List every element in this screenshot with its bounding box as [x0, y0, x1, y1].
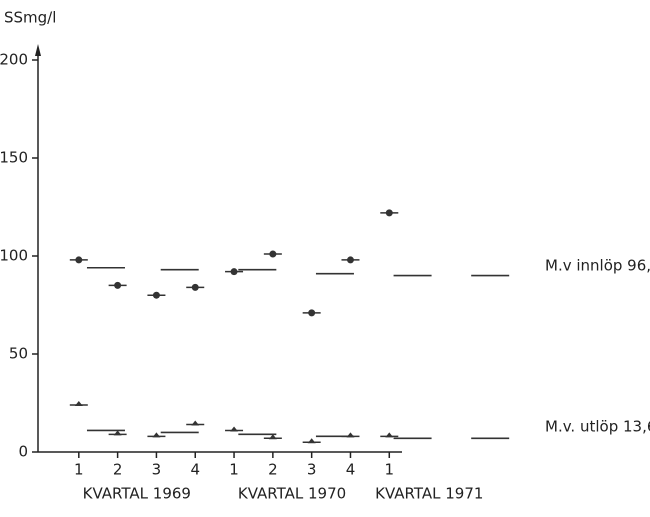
point-marker: [191, 420, 200, 426]
point: [69, 256, 88, 264]
x-tick-label: 2: [113, 461, 123, 479]
point: [302, 309, 321, 317]
x-tick-label: 3: [152, 461, 162, 479]
point: [263, 250, 282, 258]
y-tick-label: 200: [0, 51, 28, 69]
point: [108, 281, 127, 289]
annotation: M.v. utlöp 13,6: [545, 418, 650, 436]
point: [147, 291, 166, 299]
point: [263, 434, 282, 440]
point: [380, 209, 399, 217]
point: [380, 432, 399, 438]
point-marker: [308, 309, 316, 317]
point: [186, 420, 205, 426]
y-axis-arrow: [35, 44, 41, 56]
y-tick-label: 150: [0, 149, 28, 167]
y-tick-label: 0: [18, 443, 28, 461]
point-marker: [113, 430, 122, 436]
point-marker: [307, 438, 316, 444]
point-marker: [75, 256, 83, 264]
point-marker: [269, 250, 277, 258]
point: [186, 283, 205, 291]
point-marker: [230, 426, 239, 432]
point-marker: [346, 256, 354, 264]
point-marker: [152, 432, 161, 438]
point-marker: [385, 432, 394, 438]
point: [108, 430, 127, 436]
point-marker: [385, 209, 393, 217]
point: [225, 268, 244, 276]
x-tick-label: 2: [268, 461, 278, 479]
point: [341, 256, 360, 264]
y-tick-label: 50: [9, 345, 28, 363]
x-tick-label: 4: [190, 461, 200, 479]
x-tick-label: 1: [385, 461, 395, 479]
group-label: KVARTAL 1970: [238, 485, 346, 503]
point-marker: [230, 268, 238, 276]
group-label: KVARTAL 1969: [83, 485, 191, 503]
x-tick-label: 1: [229, 461, 239, 479]
annotation: M.v innlöp 96,2: [545, 257, 650, 275]
group-label: KVARTAL 1971: [375, 485, 483, 503]
x-tick-label: 3: [307, 461, 317, 479]
y-tick-label: 100: [0, 247, 28, 265]
point-marker: [152, 291, 160, 299]
point-marker: [268, 434, 277, 440]
point-marker: [74, 400, 83, 406]
y-axis-label: SSmg/l: [4, 9, 56, 27]
point-marker: [114, 281, 122, 289]
x-tick-label: 1: [74, 461, 84, 479]
point: [225, 426, 244, 432]
x-tick-label: 4: [346, 461, 356, 479]
point: [147, 432, 166, 438]
point-marker: [191, 283, 199, 291]
point: [302, 438, 321, 444]
point: [69, 400, 88, 406]
